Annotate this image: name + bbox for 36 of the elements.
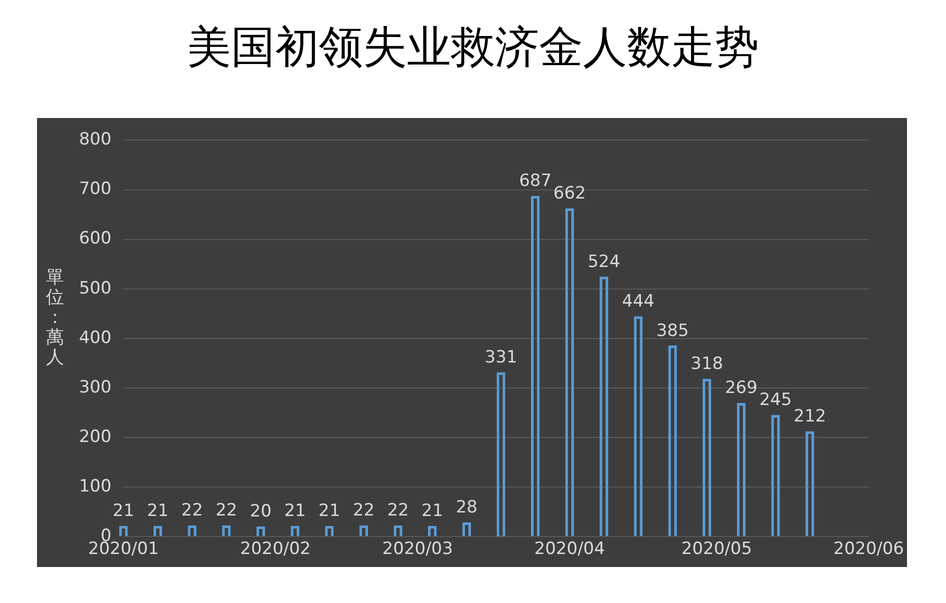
chart-title: 美国初领失业救济金人数走势 <box>186 21 760 75</box>
data-label: 22 <box>387 500 409 521</box>
y-tick-label: 700 <box>78 179 112 200</box>
data-label: 22 <box>181 500 203 521</box>
y-tick-label: 300 <box>78 377 112 398</box>
data-label: 21 <box>318 501 340 522</box>
data-label: 269 <box>724 378 758 398</box>
data-label: 662 <box>553 184 586 204</box>
y-tick-label: 200 <box>78 426 112 447</box>
x-tick-label: 2020/02 <box>240 539 311 560</box>
data-label: 318 <box>690 354 724 374</box>
data-label: 22 <box>216 500 238 521</box>
x-tick-label: 2020/04 <box>534 539 605 560</box>
data-label: 22 <box>352 500 375 521</box>
data-label: 212 <box>794 406 826 426</box>
y-tick-label: 800 <box>78 130 112 150</box>
data-label: 21 <box>422 501 444 522</box>
y-tick-label: 500 <box>78 278 112 298</box>
data-label: 20 <box>250 502 272 522</box>
y-axis-title: 單位：萬人 <box>45 267 65 368</box>
data-label: 687 <box>519 171 552 192</box>
data-label: 524 <box>588 252 620 272</box>
data-label: 331 <box>484 348 518 368</box>
x-tick-label: 2020/05 <box>681 539 752 560</box>
data-label: 21 <box>146 501 169 522</box>
y-tick-label: 100 <box>78 476 112 496</box>
x-tick-label: 2020/03 <box>382 539 453 560</box>
data-label: 21 <box>112 501 134 522</box>
data-label: 28 <box>456 498 478 518</box>
data-label: 21 <box>284 501 306 522</box>
data-label: 444 <box>622 292 654 312</box>
x-tick-label: 2020/06 <box>833 539 904 560</box>
y-tick-label: 600 <box>78 228 112 249</box>
data-label: 385 <box>656 320 689 341</box>
y-tick-label: 400 <box>78 328 112 348</box>
data-label: 245 <box>759 390 792 410</box>
